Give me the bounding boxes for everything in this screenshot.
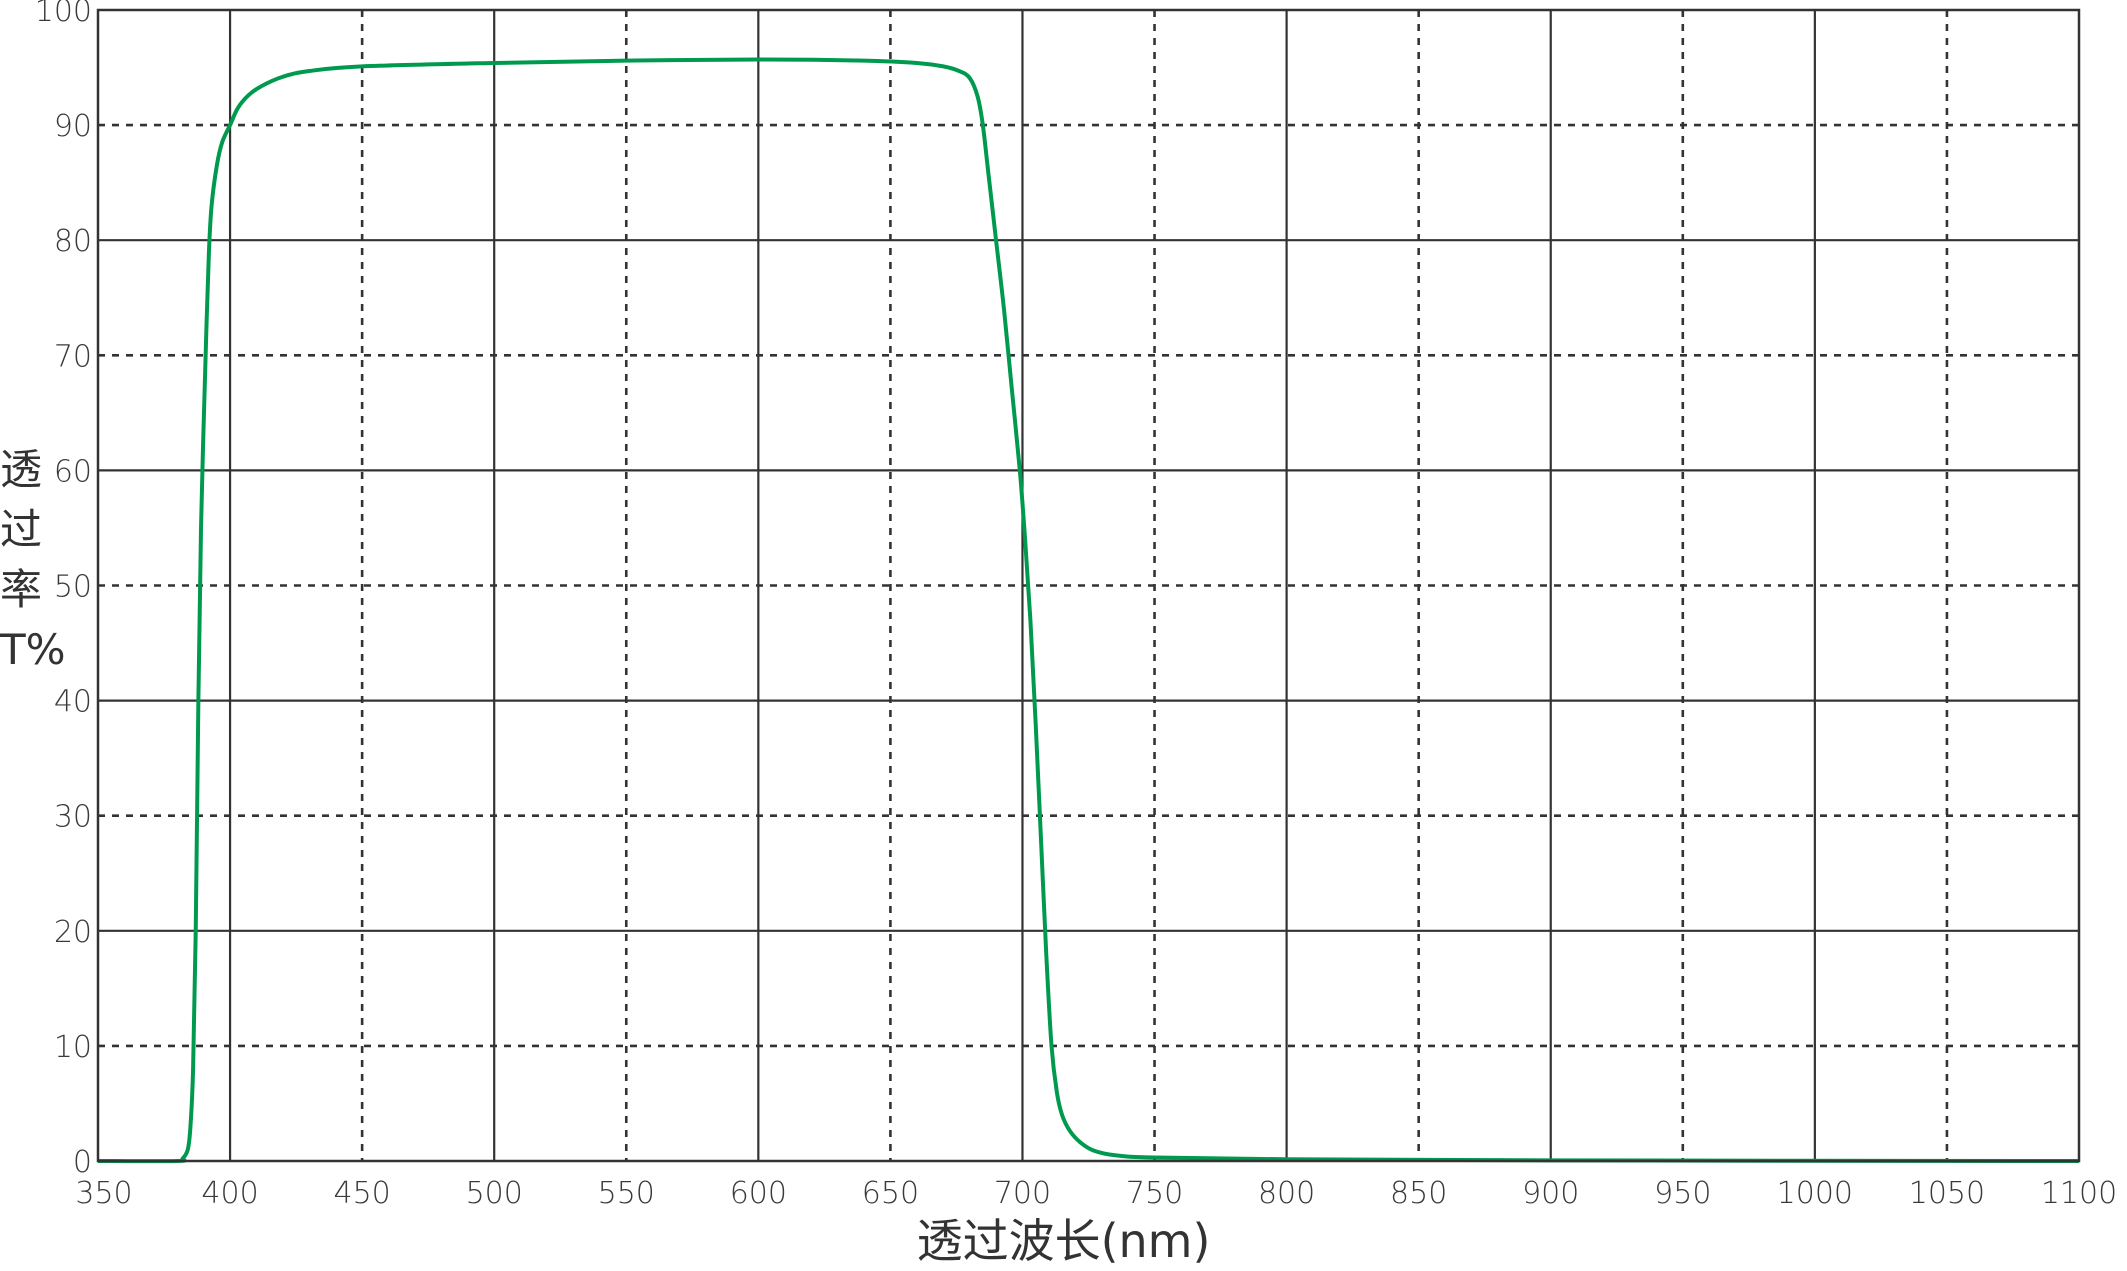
x-tick-label: 700 <box>994 1176 1051 1211</box>
x-tick-label: 550 <box>598 1176 655 1211</box>
x-tick-label: 1050 <box>1909 1176 1985 1211</box>
x-tick-label: 800 <box>1258 1176 1315 1211</box>
series-layer <box>97 57 2080 1164</box>
y-tick-label: 30 <box>54 800 92 835</box>
x-tick-label: 1100 <box>2041 1176 2117 1211</box>
x-tick-label: 850 <box>1390 1176 1447 1211</box>
transmission-curve <box>97 57 2080 1164</box>
y-tick-label: 50 <box>54 570 92 605</box>
y-axis-title-char: T% <box>0 625 66 674</box>
x-tick-label: 900 <box>1522 1176 1579 1211</box>
y-tick-label: 20 <box>54 915 92 950</box>
y-axis-title-char: 率 <box>0 565 43 614</box>
x-tick-label: 750 <box>1126 1176 1183 1211</box>
grid <box>98 10 2079 1161</box>
y-tick-labels: 0 10 20 30 40 50 60 70 80 90 100 <box>35 0 92 1180</box>
y-tick-label: 100 <box>35 0 92 29</box>
y-tick-label: 80 <box>54 224 92 259</box>
x-tick-label: 400 <box>201 1176 258 1211</box>
y-tick-label: 40 <box>54 685 92 720</box>
plot-frame <box>96 8 2081 1163</box>
y-tick-label: 10 <box>54 1030 92 1065</box>
x-tick-label: 600 <box>730 1176 787 1211</box>
y-tick-label: 0 <box>73 1145 92 1180</box>
y-axis-title: 透 过 率 T% <box>0 440 70 680</box>
x-tick-labels: 350 400 450 500 550 600 650 700 750 800 850 900 950 1… <box>75 1176 2117 1211</box>
x-tick-label: 350 <box>75 1176 132 1211</box>
y-tick-label: 60 <box>54 454 92 489</box>
y-tick-label: 90 <box>54 109 92 144</box>
x-tick-label: 1000 <box>1777 1176 1853 1211</box>
x-tick-label: 950 <box>1654 1176 1711 1211</box>
y-axis-title-char: 过 <box>0 505 43 554</box>
x-tick-label: 450 <box>334 1176 391 1211</box>
y-axis-title-char: 透 <box>0 445 43 494</box>
x-tick-label: 500 <box>466 1176 523 1211</box>
x-tick-label: 650 <box>862 1176 919 1211</box>
x-axis-title: 透过波长(nm) <box>916 1214 1211 1268</box>
y-tick-label: 70 <box>54 339 92 374</box>
